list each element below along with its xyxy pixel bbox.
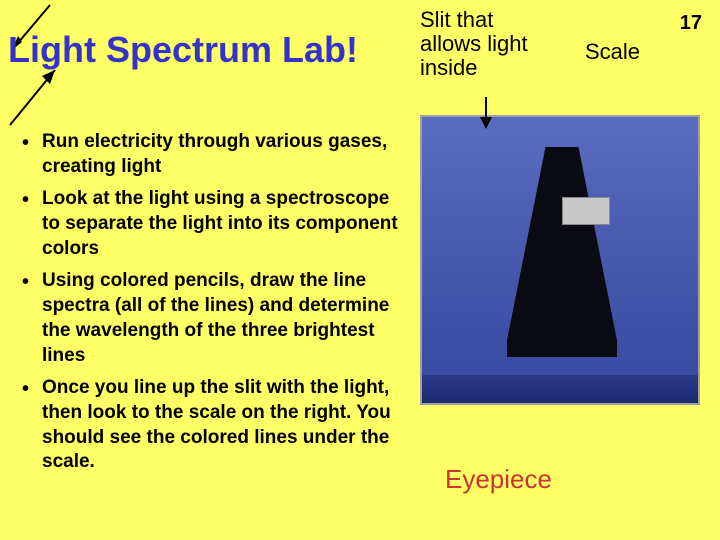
slide-title: Light Spectrum Lab! xyxy=(8,30,408,70)
list-item: Look at the light using a spectroscope t… xyxy=(18,187,408,269)
label-slit: Slit that allows light inside xyxy=(420,8,560,81)
bullet-list: Run electricity through various gases, c… xyxy=(18,130,408,483)
spectroscope-body xyxy=(507,147,617,357)
list-item: Run electricity through various gases, c… xyxy=(18,130,408,187)
eyepiece-arrow xyxy=(0,60,70,130)
spectroscope-label-plate xyxy=(562,197,610,225)
slit-arrow xyxy=(485,97,487,127)
slide: 17 Light Spectrum Lab! Slit that allows … xyxy=(0,0,720,540)
page-number: 17 xyxy=(680,12,702,35)
spectroscope-photo xyxy=(420,115,700,405)
label-eyepiece: Eyepiece xyxy=(445,465,552,494)
photo-table-edge xyxy=(422,375,698,403)
list-item: Using colored pencils, draw the line spe… xyxy=(18,269,408,376)
label-scale: Scale xyxy=(585,40,640,64)
list-item: Once you line up the slit with the light… xyxy=(18,376,408,483)
